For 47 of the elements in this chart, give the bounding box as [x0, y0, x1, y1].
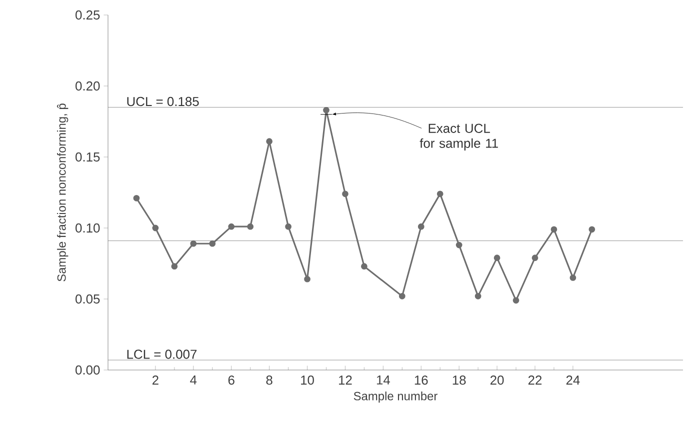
point — [418, 223, 424, 230]
annotation: Exact UCL for sample 11 — [420, 124, 498, 150]
point — [171, 263, 178, 270]
point — [361, 263, 368, 270]
ref-line-label: UCL = 0.185 — [127, 96, 199, 106]
point — [228, 223, 235, 230]
point — [152, 224, 159, 232]
x-tick-label: 6 — [228, 376, 234, 385]
x-tick-label: 22 — [528, 376, 542, 385]
point — [285, 223, 292, 230]
y-tick-label: 0.25 — [76, 10, 100, 20]
point — [247, 223, 254, 230]
x-tick-label: 2 — [152, 376, 158, 385]
point — [550, 226, 558, 233]
point — [323, 106, 330, 114]
ref-line-label: LCL = 0.007 — [127, 350, 197, 359]
point — [494, 254, 500, 262]
point — [266, 138, 272, 145]
x-tick-label: 18 — [452, 376, 466, 385]
y-tick-label: 0.20 — [76, 81, 100, 91]
x-tick-label: 24 — [566, 376, 580, 385]
x-tick-label: 8 — [266, 376, 272, 385]
point — [190, 240, 197, 247]
point — [532, 254, 538, 262]
point — [133, 194, 140, 202]
y-tick-label: 0.10 — [76, 223, 100, 233]
y-tick-label: 0.15 — [76, 152, 100, 162]
point — [342, 190, 348, 198]
point — [304, 276, 310, 282]
x-tick-label: 14 — [376, 376, 390, 384]
y-tick-label: 0.05 — [76, 294, 100, 304]
point — [436, 190, 444, 198]
point — [474, 292, 482, 300]
x-tick-label: 12 — [338, 376, 352, 385]
point — [456, 242, 462, 248]
point — [570, 274, 576, 281]
point — [512, 297, 520, 304]
y-axis-title: Sample fraction nonconforming, p̂ — [56, 104, 68, 282]
point — [588, 226, 596, 233]
point — [209, 240, 216, 247]
x-tick-label: 4 — [190, 376, 197, 384]
x-tick-label: 10 — [301, 376, 314, 385]
x-tick-label: 16 — [414, 376, 428, 385]
y-tick-label: 0.00 — [76, 365, 100, 375]
point — [398, 292, 406, 300]
x-axis-title: Sample number — [354, 392, 438, 403]
x-tick-label: 20 — [490, 376, 504, 385]
